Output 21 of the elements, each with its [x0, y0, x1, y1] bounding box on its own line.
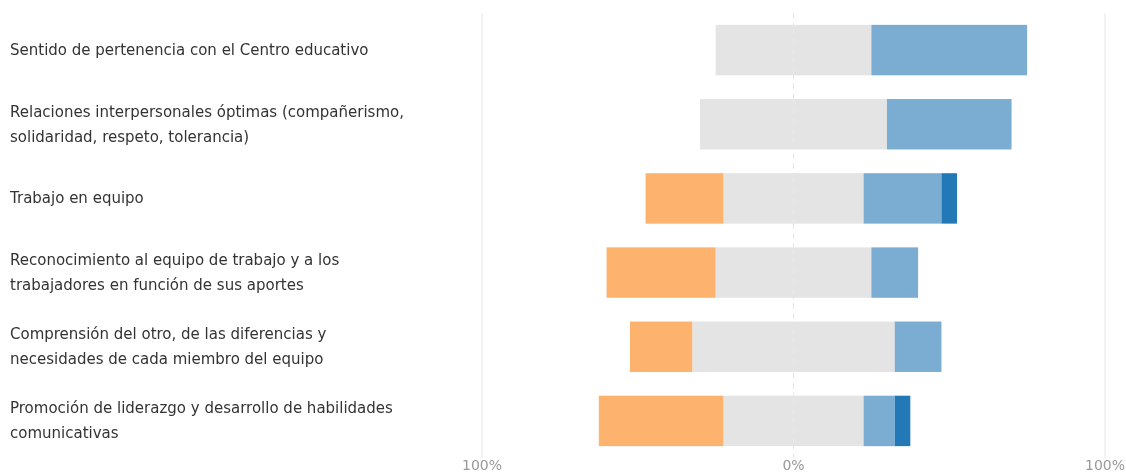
x-tick-label: 0%	[782, 457, 805, 473]
y-tick-label: Promoción de liderazgo y desarrollo de habilidades comunicativas	[10, 399, 394, 443]
x-tick-label: 100%	[1084, 457, 1126, 473]
y-tick-label: Reconocimiento al equipo de trabajo y a los trabajadores en función de sus aportes	[10, 251, 340, 295]
bar	[598, 395, 724, 447]
bar	[894, 395, 911, 447]
y-tick-label: Relaciones interpersonales óptimas (compañerismo, solidaridad, respeto, tolerancia)	[10, 102, 404, 146]
bar	[645, 173, 724, 224]
bar	[863, 173, 942, 224]
bar	[629, 321, 693, 372]
bar	[606, 247, 716, 298]
bar	[886, 99, 1012, 150]
bar	[871, 247, 919, 298]
y-tick-label: Comprensión del otro, de las diferencias y necesidades de cada miembro del equipo	[10, 325, 327, 369]
y-tick-label: Trabajo en equipo	[9, 189, 144, 208]
bar	[871, 24, 1028, 76]
x-tick-label: 100%	[461, 457, 503, 473]
y-tick-label: Sentido de pertenencia con el Centro educativo	[10, 41, 369, 60]
bar	[863, 395, 895, 447]
bar	[941, 173, 958, 224]
bar	[894, 321, 942, 372]
